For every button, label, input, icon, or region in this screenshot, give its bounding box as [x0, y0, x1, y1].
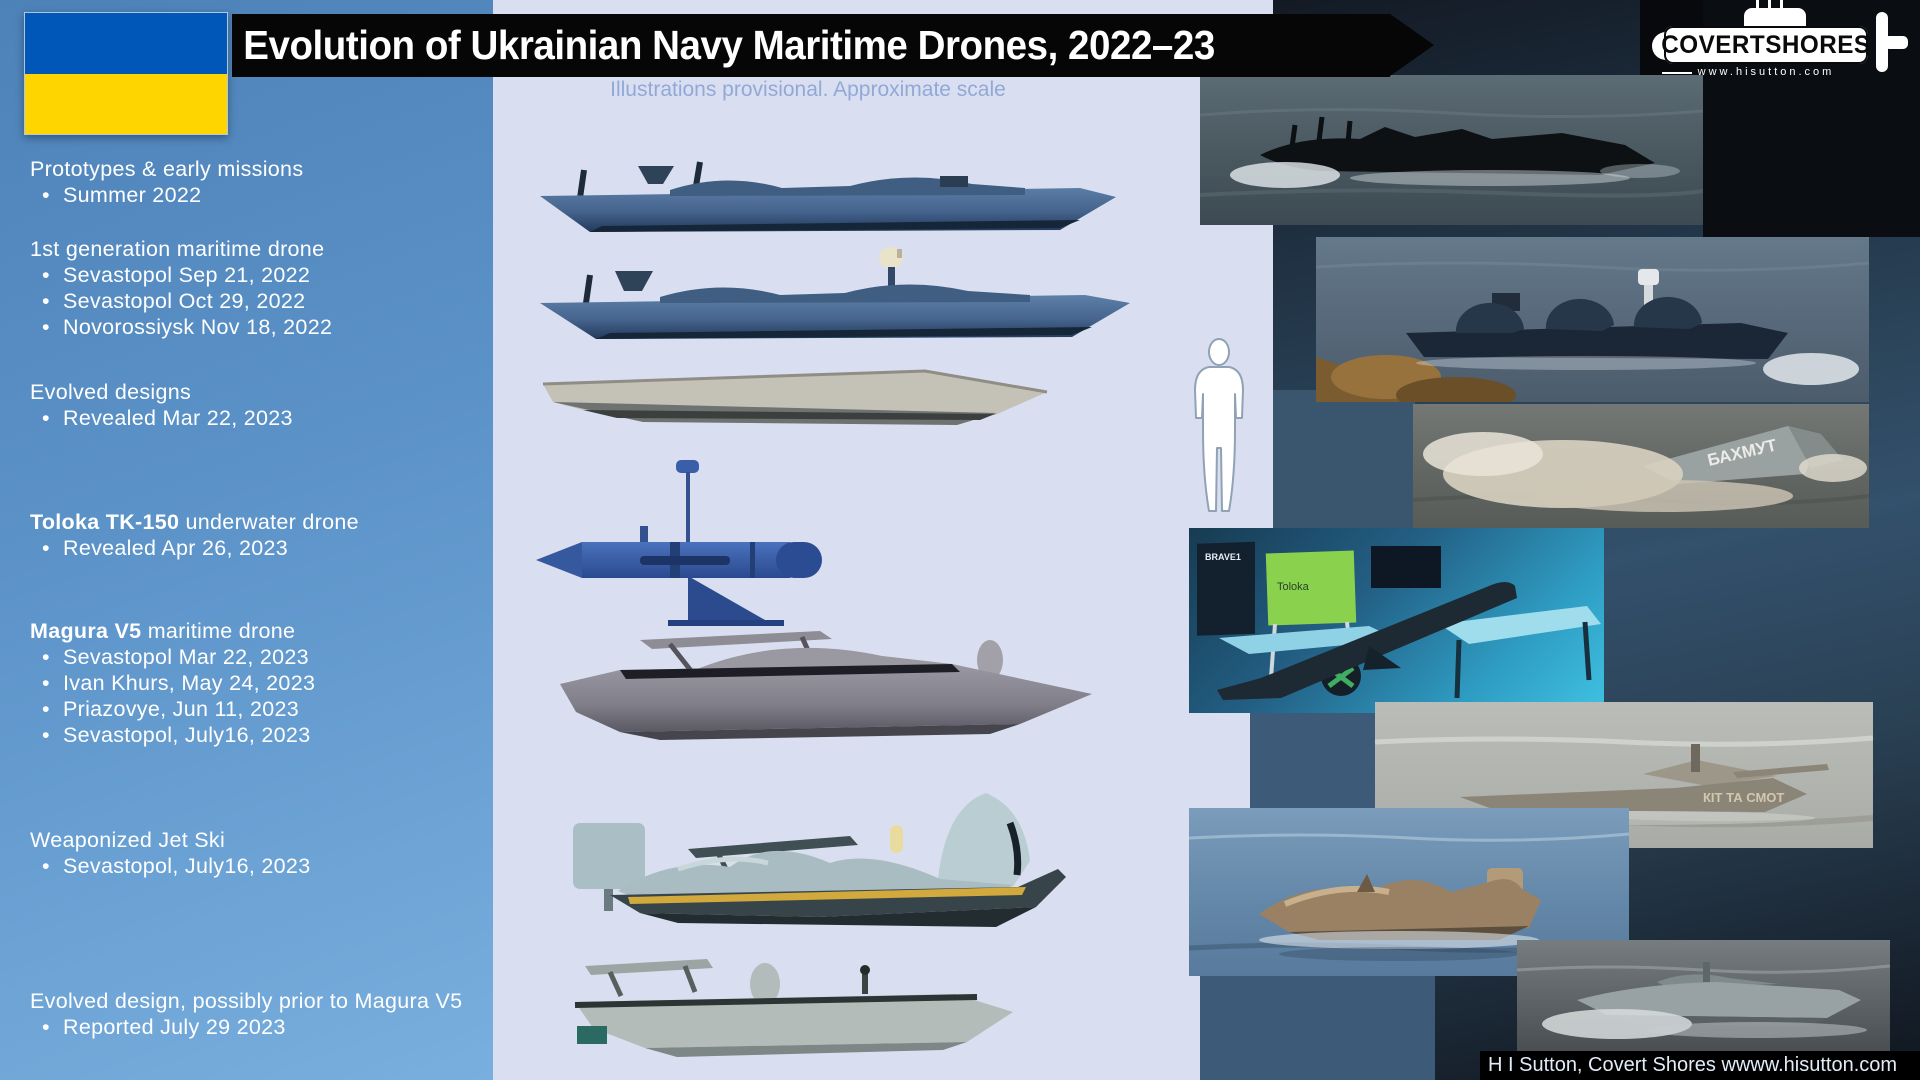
illustration-weaponized-jetski [518, 765, 1078, 955]
periscope-icon [1780, 0, 1783, 9]
periscope-icon [1756, 0, 1759, 9]
section-title: Toloka TK-150 underwater drone [30, 510, 359, 534]
background-patch [1200, 973, 1435, 1080]
timeline-item: Novorossiysk Nov 18, 2022 [30, 314, 480, 340]
section-magura: Magura V5 maritime drone Sevastopol Mar … [30, 618, 480, 748]
photo-weaponized-jetski [1189, 808, 1629, 976]
illustration-toloka-drone [520, 458, 865, 628]
section-first-generation: 1st generation maritime drone Sevastopol… [30, 236, 480, 340]
section-title: Evolved design, possibly prior to Magura… [30, 989, 463, 1013]
timeline-item: Sevastopol, July16, 2023 [30, 722, 480, 748]
timeline-item: Sevastopol Mar 22, 2023 [30, 644, 480, 670]
timeline-item: Sevastopol Oct 29, 2022 [30, 288, 480, 314]
section-prototypes: Prototypes & early missions Summer 2022 [30, 156, 480, 208]
toloka-sign-text: Toloka [1277, 581, 1310, 593]
title-banner: Evolution of Ukrainian Navy Maritime Dro… [232, 14, 1434, 77]
section-title: 1st generation maritime drone [30, 237, 325, 261]
flag-yellow-half [25, 73, 227, 134]
timeline-item: Revealed Mar 22, 2023 [30, 405, 480, 431]
timeline-item: Priazovye, Jun 11, 2023 [30, 696, 480, 722]
logo-wordmark: COVERTSHORES [1661, 30, 1871, 59]
timeline-item: Revealed Apr 26, 2023 [30, 535, 480, 561]
flag-blue-half [25, 13, 227, 74]
logo-wordmark-box: COVERTSHORES [1661, 26, 1871, 64]
grainy-hull-text: КІТ ТА СМОТ [1703, 790, 1784, 805]
logo-url: www.hisutton.com [1662, 66, 1854, 78]
submarine-tail-fin [1876, 12, 1888, 72]
photo-drone-aground-rocks [1316, 237, 1869, 402]
section-title: Prototypes & early missions [30, 157, 304, 181]
timeline-item: Ivan Khurs, May 24, 2023 [30, 670, 480, 696]
timeline-item: Reported July 29 2023 [30, 1014, 480, 1040]
photo-evolved-drone-underway [1517, 940, 1890, 1060]
section-evolved-designs: Evolved designs Revealed Mar 22, 2023 [30, 379, 480, 431]
submarine-sail [1744, 8, 1806, 28]
photo-toloka-indoor-display: BRAVE1 Toloka [1189, 528, 1604, 713]
section-title: Evolved designs [30, 380, 192, 404]
photo-prototype-sea-trials [1200, 75, 1703, 225]
timeline-item: Sevastopol, July16, 2023 [30, 853, 480, 879]
illustration-first-gen-drone [520, 245, 1135, 350]
scale-note: Illustrations provisional. Approximate s… [610, 78, 1006, 101]
section-jetski: Weaponized Jet Ski Sevastopol, July16, 2… [30, 827, 480, 879]
credit-bar: H I Sutton, Covert Shores wwww.hisutton.… [1480, 1051, 1920, 1080]
illustration-evolved-design-drone [525, 358, 1055, 440]
section-title: Weaponized Jet Ski [30, 828, 226, 852]
covertshores-logo: COVERTSHORES www.hisutton.com [1652, 0, 1908, 92]
page-title: Evolution of Ukrainian Navy Maritime Dro… [243, 22, 1215, 68]
photo-bakhmut-drone: БАХМУТ [1413, 404, 1869, 528]
section-evolved-pre-magura: Evolved design, possibly prior to Magura… [30, 988, 480, 1040]
human-scale-silhouette [1185, 338, 1253, 516]
periscope-icon [1768, 0, 1771, 9]
section-toloka: Toloka TK-150 underwater drone Revealed … [30, 509, 480, 561]
illustration-prototype-drone [520, 150, 1120, 245]
section-title: Magura V5 maritime drone [30, 619, 296, 643]
submarine-tail-stub [1884, 36, 1908, 49]
illustration-magura-v5-drone [520, 622, 1100, 762]
background-patch [1273, 390, 1415, 535]
brave1-poster-text: BRAVE1 [1205, 552, 1241, 562]
ukraine-flag [24, 12, 228, 135]
timeline-item: Summer 2022 [30, 182, 480, 208]
timeline-item: Sevastopol Sep 21, 2022 [30, 262, 480, 288]
illustration-evolved-pre-magura-drone [515, 950, 1015, 1078]
